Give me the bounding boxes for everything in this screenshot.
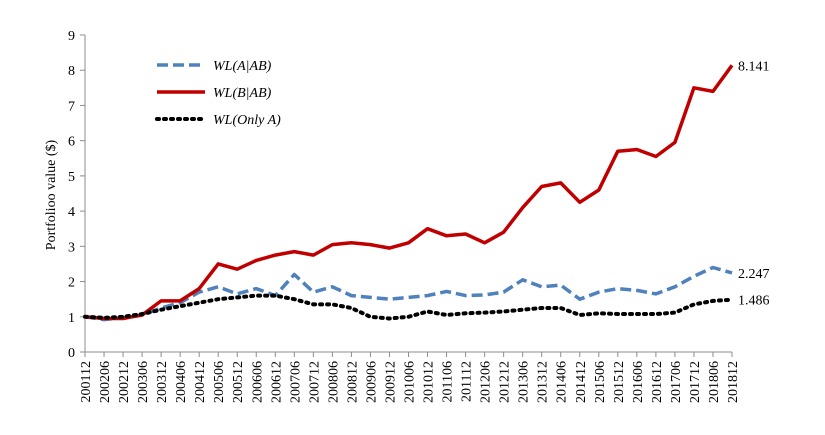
x-tick-label: 201106	[441, 361, 456, 402]
x-tick-label: 201806	[707, 361, 722, 403]
x-tick-label: 200306	[136, 361, 151, 403]
series-line	[84, 64, 734, 321]
x-tick-label: 200206	[98, 361, 113, 403]
series-lines	[83, 64, 734, 322]
x-tick-label: 201606	[631, 361, 646, 403]
y-tick-label: 1	[68, 311, 75, 326]
x-tick-label: 200406	[174, 361, 189, 403]
x-tick-label: 201406	[555, 361, 570, 403]
x-tick-label: 200812	[345, 361, 360, 403]
legend-label: WL(Only A)	[213, 113, 281, 128]
y-tick-label: 6	[68, 135, 75, 150]
y-tick-label: 8	[68, 64, 75, 79]
x-tick-label: 200912	[383, 361, 398, 403]
x-tick-label: 201712	[688, 361, 703, 403]
x-tick-label: 201812	[726, 361, 741, 403]
x-tick-label: 200412	[193, 361, 208, 403]
legend: WL(A|AB) WL(B|AB) WL(Only A)	[155, 59, 281, 128]
series-line	[83, 293, 734, 321]
x-axis-ticks: 200112 200206 200212 200306 200312 200406 2004…	[79, 352, 741, 403]
x-tick-label: 201506	[593, 361, 608, 403]
x-tick-label: 201612	[650, 361, 665, 403]
x-tick-label: 200906	[364, 361, 379, 403]
y-tick-label: 4	[68, 205, 75, 220]
x-tick-label: 201012	[422, 361, 437, 403]
x-tick-label: 200506	[212, 361, 227, 403]
x-tick-label: 201306	[517, 361, 532, 403]
series-line	[84, 265, 733, 322]
legend-label: WL(B|AB)	[213, 86, 272, 101]
x-tick-label: 201312	[536, 361, 551, 403]
x-tick-label: 201212	[498, 361, 513, 403]
y-tick-label: 9	[68, 29, 75, 44]
x-tick-label: 201206	[479, 361, 494, 403]
y-tick-label: 2	[68, 276, 75, 291]
y-tick-label: 5	[68, 170, 75, 185]
x-tick-label: 200312	[155, 361, 170, 403]
x-tick-label: 200712	[307, 361, 322, 403]
x-tick-label: 201112	[460, 361, 475, 402]
x-tick-label: 200606	[250, 361, 265, 403]
y-axis-ticks: 0 1 2 3 4 5 6 7 8 9	[68, 29, 85, 361]
series-end-label: 1.486	[738, 294, 770, 309]
end-labels: 2.247 8.141 1.486	[738, 59, 770, 308]
legend-label: WL(A|AB)	[213, 59, 272, 74]
y-axis-label: Portfolioo value ($)	[44, 139, 59, 250]
x-tick-label: 200112	[79, 361, 94, 402]
series-end-label: 8.141	[738, 59, 770, 74]
x-tick-label: 200512	[231, 361, 246, 403]
y-tick-label: 7	[68, 99, 75, 114]
x-tick-label: 200806	[326, 361, 341, 403]
x-tick-label: 201006	[403, 361, 418, 403]
y-tick-label: 3	[68, 240, 75, 255]
x-tick-label: 201412	[574, 361, 589, 403]
axes	[84, 35, 732, 353]
series-end-label: 2.247	[738, 267, 770, 282]
x-tick-label: 200212	[117, 361, 132, 403]
x-tick-label: 201706	[669, 361, 684, 403]
x-tick-label: 200706	[288, 361, 303, 403]
x-tick-label: 200612	[269, 361, 284, 403]
y-tick-label: 0	[68, 346, 75, 361]
x-tick-label: 201512	[612, 361, 627, 403]
